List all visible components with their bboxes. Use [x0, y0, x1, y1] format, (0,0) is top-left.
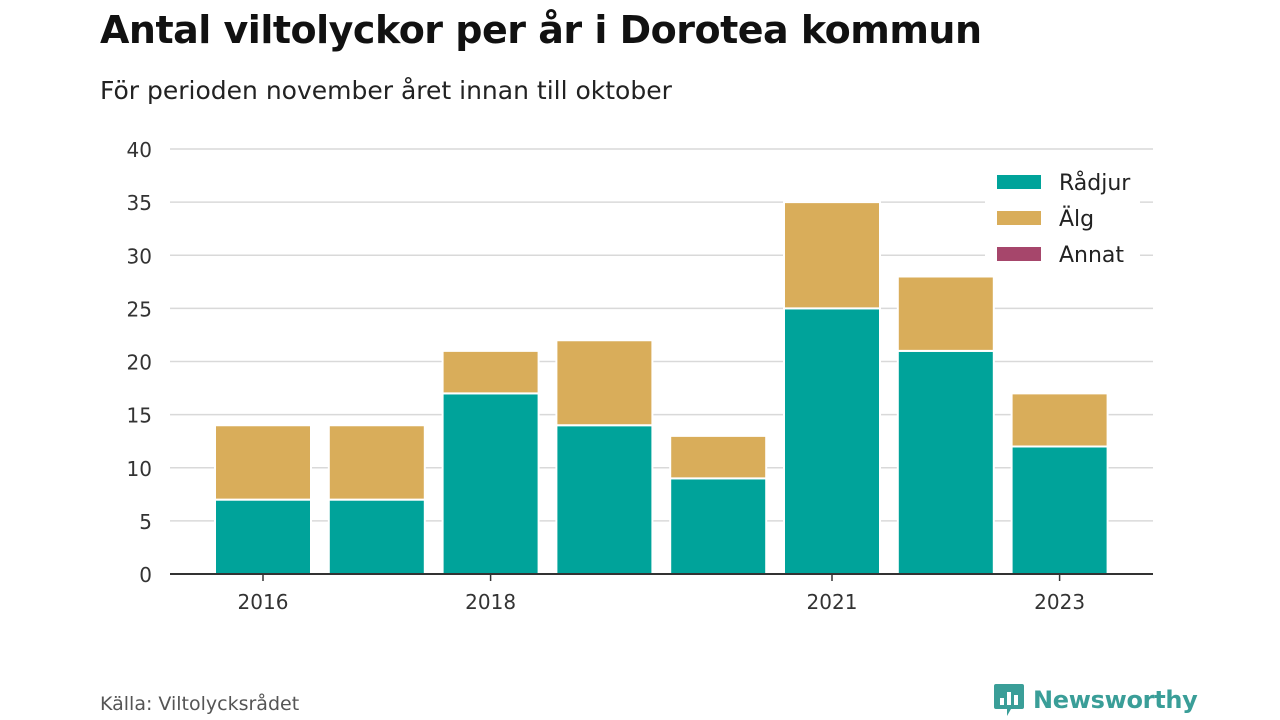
bar-segment [214, 424, 312, 501]
bar-segment [669, 477, 768, 575]
brand-logo: Newsworthy [993, 683, 1198, 717]
brand-name: Newsworthy [1033, 686, 1198, 714]
y-tick-label: 0 [139, 563, 152, 587]
bar-segment [783, 201, 881, 310]
x-tick-label: 2016 [238, 590, 289, 614]
bar-segment [896, 349, 995, 575]
x-tick-label: 2018 [465, 590, 516, 614]
legend-swatch [997, 247, 1041, 261]
newsworthy-logo-icon [994, 684, 1024, 716]
bar-segment [441, 349, 540, 395]
bar-segment [1010, 445, 1109, 575]
y-tick-label: 25 [127, 297, 152, 321]
bar-segment [555, 424, 654, 575]
x-tick-label: 2021 [807, 590, 858, 614]
bar-segment [669, 434, 768, 480]
bar-segment [327, 498, 426, 575]
y-tick-label: 30 [127, 244, 152, 268]
bar-segment [214, 498, 312, 575]
legend-swatch [997, 175, 1041, 189]
y-tick-label: 35 [127, 191, 152, 215]
bar-segment [1010, 392, 1109, 448]
legend-swatch [997, 211, 1041, 225]
y-tick-label: 5 [139, 510, 152, 534]
y-tick-label: 15 [127, 404, 152, 428]
y-tick-label: 10 [127, 457, 152, 481]
bar-segment [555, 339, 654, 427]
bar-segment [896, 275, 995, 352]
bar-segment [441, 392, 540, 575]
legend-label: Älg [1059, 206, 1094, 232]
y-tick-label: 40 [127, 138, 152, 162]
x-tick-label: 2023 [1034, 590, 1085, 614]
chart-subtitle: För perioden november året innan till ok… [100, 76, 672, 105]
chart-title: Antal viltolyckor per år i Dorotea kommu… [100, 8, 982, 52]
legend-label: Rådjur [1059, 170, 1131, 196]
legend-label: Annat [1059, 243, 1124, 268]
bar-segment [327, 424, 426, 501]
y-tick-label: 20 [127, 351, 152, 375]
source-note: Källa: Viltolycksrådet [100, 693, 300, 715]
bar-segment [783, 307, 881, 575]
